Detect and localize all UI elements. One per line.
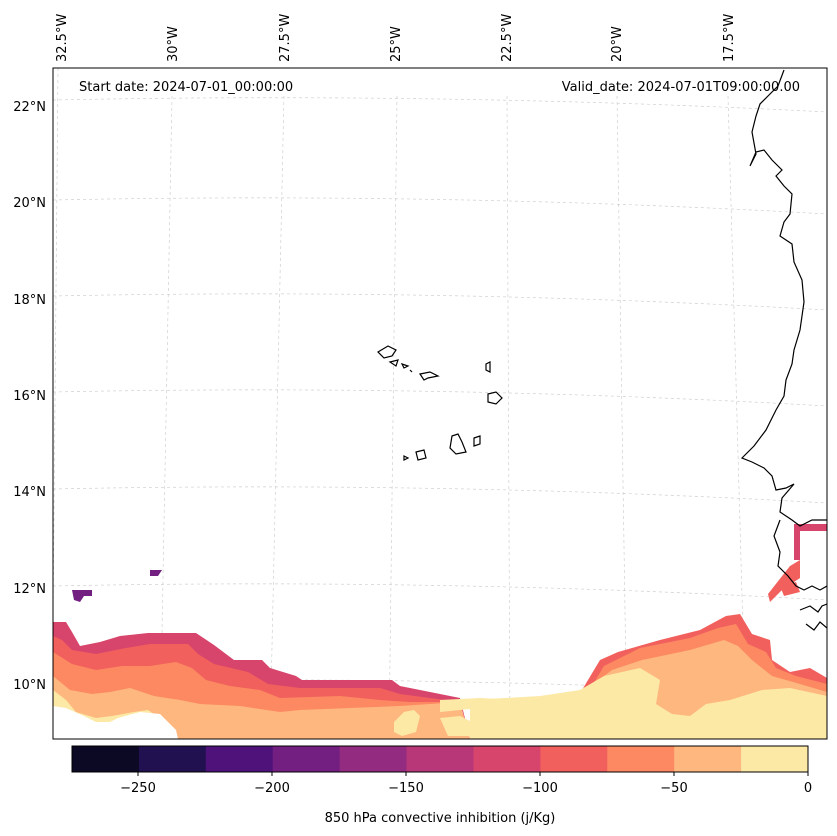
- colorbar-tick-label: −50: [660, 781, 687, 796]
- cin-blank-gap: [53, 706, 178, 739]
- cape-verde-island: [415, 449, 427, 461]
- liberia-coastline: [805, 621, 827, 631]
- map-border: [52, 67, 828, 740]
- colorbar-bin: [406, 746, 474, 772]
- cape-verde-island: [388, 359, 399, 367]
- lat-label: 18°N: [13, 293, 46, 308]
- colorbar-border: [71, 745, 809, 773]
- lon-label: 20°W: [610, 26, 625, 62]
- guinea-coastline: [773, 519, 827, 591]
- valid-date-label: Valid_date: 2024-07-01T09:00:00.00: [562, 80, 800, 95]
- cape-verde-island: [487, 391, 503, 405]
- lat-label: 20°N: [13, 196, 46, 211]
- colorbar-bin: [138, 746, 207, 772]
- colorbar-bin: [205, 746, 274, 772]
- cin-band-mid-minus-25: [440, 698, 520, 712]
- colorbar-bin: [339, 746, 408, 772]
- colorbar-tick-label: −150: [388, 781, 424, 796]
- colorbar-bin: [674, 746, 742, 772]
- colorbar-tick-label: −100: [522, 781, 558, 796]
- colorbar-bin: [741, 746, 809, 772]
- cape-verde-island: [400, 362, 410, 369]
- cin-field: [53, 524, 827, 739]
- lat-gridline: [53, 293, 827, 311]
- lon-gridline: [159, 95, 173, 739]
- cin-patch-strong: [150, 570, 162, 576]
- lon-label: 27.5°W: [278, 14, 293, 62]
- africa-coastline: [740, 69, 827, 527]
- lon-label: 32.5°W: [55, 14, 70, 62]
- cape-verde-island: [449, 433, 467, 455]
- cin-coastal-strip: [794, 524, 827, 560]
- cin-band-east-minus-25: [470, 668, 827, 739]
- coastlines: [377, 69, 827, 631]
- lat-gridline: [53, 583, 827, 601]
- sierra-leone-coastline: [799, 603, 827, 613]
- colorbar-bin: [72, 746, 140, 772]
- lat-label: 10°N: [13, 678, 46, 693]
- cin-coastal-strip: [768, 560, 800, 602]
- lon-label: 17.5°W: [722, 14, 737, 62]
- cape-verde-island: [377, 345, 397, 359]
- cin-small-patch: [440, 716, 476, 736]
- start-date-label: Start date: 2024-07-01_00:00:00: [79, 80, 293, 95]
- colorbar-bin: [272, 746, 341, 772]
- lat-gridline: [53, 486, 827, 504]
- colorbar-label: 850 hPa convective inhibition (j/Kg): [325, 811, 556, 826]
- cape-verde-island: [473, 435, 481, 447]
- colorbar: [71, 745, 809, 773]
- colorbar-bin: [540, 746, 608, 772]
- lon-gridline: [616, 95, 628, 739]
- longitude-labels: 32.5°W 30°W 27.5°W 25°W 22.5°W 20°W 17.5…: [55, 14, 737, 62]
- lat-label: 12°N: [13, 582, 46, 597]
- gridlines: [53, 68, 827, 739]
- lon-gridline: [506, 95, 511, 739]
- lon-label: 22.5°W: [500, 14, 515, 62]
- map-area: [53, 68, 827, 739]
- lon-gridline: [269, 95, 285, 739]
- lat-gridline: [53, 389, 827, 407]
- lat-label: 22°N: [13, 100, 46, 115]
- cin-patch-strong: [72, 590, 92, 602]
- lon-label: 30°W: [166, 26, 181, 62]
- lat-label: 16°N: [13, 389, 46, 404]
- colorbar-tick-label: −250: [120, 781, 156, 796]
- colorbar-bin: [473, 746, 541, 772]
- colorbar-tick-label: −200: [254, 781, 290, 796]
- latitude-labels: 22°N 20°N 18°N 16°N 14°N 12°N 10°N: [13, 100, 46, 693]
- cape-verde-island: [419, 371, 440, 381]
- colorbar-tick-label: 0: [804, 781, 812, 796]
- lat-label: 14°N: [13, 485, 46, 500]
- lon-gridline: [388, 95, 398, 739]
- cape-verde-island: [485, 361, 491, 373]
- lat-gridline: [53, 97, 827, 113]
- cape-verde-island: [403, 455, 410, 461]
- cape-verde-island: [409, 369, 413, 373]
- lon-label: 25°W: [389, 26, 404, 62]
- cin-small-patch: [394, 710, 420, 736]
- colorbar-bin: [607, 746, 675, 772]
- colorbar-ticks: −250 −200 −150 −100 −50 0: [120, 772, 812, 796]
- lat-gridline: [53, 197, 827, 215]
